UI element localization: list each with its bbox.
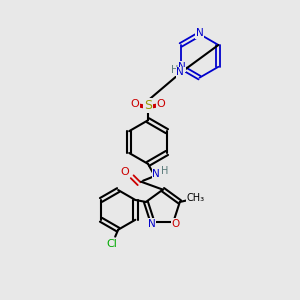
Text: H: H xyxy=(171,65,178,75)
Text: O: O xyxy=(131,99,140,110)
Text: O: O xyxy=(171,219,179,229)
Text: N: N xyxy=(178,62,185,72)
Text: S: S xyxy=(144,99,152,112)
Text: N: N xyxy=(176,67,184,77)
Text: Cl: Cl xyxy=(107,238,118,249)
Text: N: N xyxy=(196,28,203,38)
Text: O: O xyxy=(121,167,130,177)
Text: N: N xyxy=(152,169,160,179)
Text: N: N xyxy=(148,219,155,229)
Text: O: O xyxy=(157,99,165,110)
Text: H: H xyxy=(161,166,169,176)
Text: CH₃: CH₃ xyxy=(187,193,205,203)
